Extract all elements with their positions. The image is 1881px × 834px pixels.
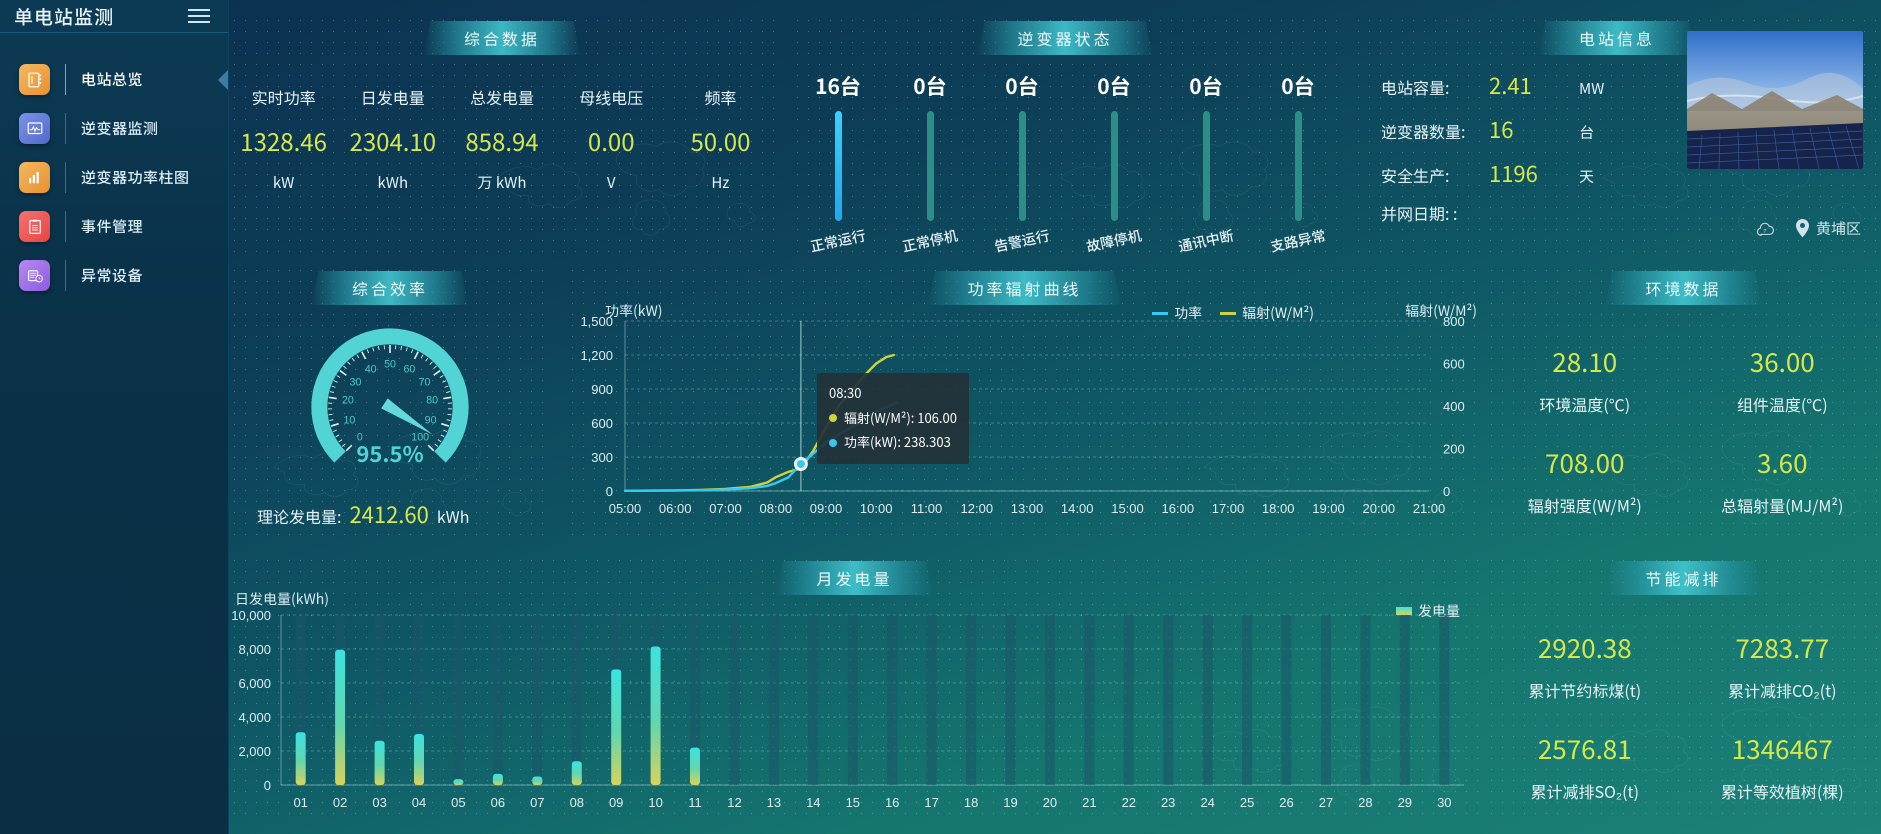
svg-text:80: 80 bbox=[426, 395, 438, 407]
svg-text:10:00: 10:00 bbox=[860, 501, 893, 516]
svg-text:200: 200 bbox=[1443, 442, 1465, 457]
svg-text:18: 18 bbox=[964, 795, 978, 810]
svg-text:05: 05 bbox=[451, 795, 465, 810]
svg-text:60: 60 bbox=[403, 363, 415, 375]
svg-text:6,000: 6,000 bbox=[238, 676, 271, 691]
svg-text:12:00: 12:00 bbox=[961, 501, 994, 516]
svg-text:06:00: 06:00 bbox=[659, 501, 692, 516]
svg-text:18:00: 18:00 bbox=[1262, 501, 1295, 516]
svg-text:1,200: 1,200 bbox=[580, 348, 613, 363]
svg-text:19: 19 bbox=[1003, 795, 1017, 810]
svg-text:09: 09 bbox=[609, 795, 623, 810]
svg-text:600: 600 bbox=[591, 416, 613, 431]
svg-text:24: 24 bbox=[1200, 795, 1214, 810]
svg-text:400: 400 bbox=[1443, 399, 1465, 414]
svg-text:20: 20 bbox=[342, 395, 354, 407]
svg-text:20: 20 bbox=[1043, 795, 1057, 810]
svg-text:17:00: 17:00 bbox=[1212, 501, 1245, 516]
svg-text:23: 23 bbox=[1161, 795, 1175, 810]
svg-text:07: 07 bbox=[530, 795, 544, 810]
svg-text:08:00: 08:00 bbox=[760, 501, 793, 516]
svg-text:600: 600 bbox=[1443, 357, 1465, 372]
svg-text:300: 300 bbox=[591, 450, 613, 465]
svg-text:17: 17 bbox=[924, 795, 938, 810]
svg-text:800: 800 bbox=[1443, 314, 1465, 329]
svg-text:06: 06 bbox=[491, 795, 505, 810]
svg-text:0: 0 bbox=[1443, 484, 1450, 499]
svg-text:14:00: 14:00 bbox=[1061, 501, 1094, 516]
svg-text:2,000: 2,000 bbox=[238, 744, 271, 759]
svg-text:21: 21 bbox=[1082, 795, 1096, 810]
svg-text:15:00: 15:00 bbox=[1111, 501, 1144, 516]
svg-text:900: 900 bbox=[591, 382, 613, 397]
svg-text:19:00: 19:00 bbox=[1312, 501, 1345, 516]
svg-text:09:00: 09:00 bbox=[810, 501, 843, 516]
svg-text:28: 28 bbox=[1358, 795, 1372, 810]
svg-text:02: 02 bbox=[333, 795, 347, 810]
svg-text:05:00: 05:00 bbox=[609, 501, 642, 516]
svg-text:90: 90 bbox=[425, 415, 437, 427]
svg-text:16: 16 bbox=[885, 795, 899, 810]
svg-text:30: 30 bbox=[1437, 795, 1451, 810]
svg-text:10: 10 bbox=[343, 415, 355, 427]
svg-text:08: 08 bbox=[570, 795, 584, 810]
svg-text:22: 22 bbox=[1122, 795, 1136, 810]
svg-text:03: 03 bbox=[372, 795, 386, 810]
svg-text:10: 10 bbox=[648, 795, 662, 810]
svg-text:30: 30 bbox=[350, 376, 362, 388]
svg-text:27: 27 bbox=[1319, 795, 1333, 810]
svg-text:11:00: 11:00 bbox=[911, 501, 943, 516]
svg-text:1,500: 1,500 bbox=[580, 314, 613, 329]
svg-text:40: 40 bbox=[365, 363, 377, 375]
svg-text:21:00: 21:00 bbox=[1413, 501, 1446, 516]
svg-text:15: 15 bbox=[846, 795, 860, 810]
svg-text:12: 12 bbox=[727, 795, 741, 810]
svg-text:4,000: 4,000 bbox=[238, 710, 271, 725]
svg-text:10,000: 10,000 bbox=[231, 608, 271, 623]
svg-text:20:00: 20:00 bbox=[1363, 501, 1396, 516]
svg-text:14: 14 bbox=[806, 795, 820, 810]
svg-text:29: 29 bbox=[1398, 795, 1412, 810]
svg-text:11: 11 bbox=[688, 795, 702, 810]
svg-text:13:00: 13:00 bbox=[1011, 501, 1044, 516]
svg-text:8,000: 8,000 bbox=[238, 642, 271, 657]
svg-text:13: 13 bbox=[767, 795, 781, 810]
svg-text:0: 0 bbox=[606, 484, 613, 499]
svg-text:04: 04 bbox=[412, 795, 426, 810]
svg-text:26: 26 bbox=[1279, 795, 1293, 810]
svg-text:50: 50 bbox=[384, 359, 396, 371]
svg-text:07:00: 07:00 bbox=[709, 501, 742, 516]
svg-text:16:00: 16:00 bbox=[1162, 501, 1195, 516]
svg-text:01: 01 bbox=[293, 795, 307, 810]
svg-text:25: 25 bbox=[1240, 795, 1254, 810]
svg-text:0: 0 bbox=[264, 778, 271, 793]
svg-text:70: 70 bbox=[419, 376, 431, 388]
